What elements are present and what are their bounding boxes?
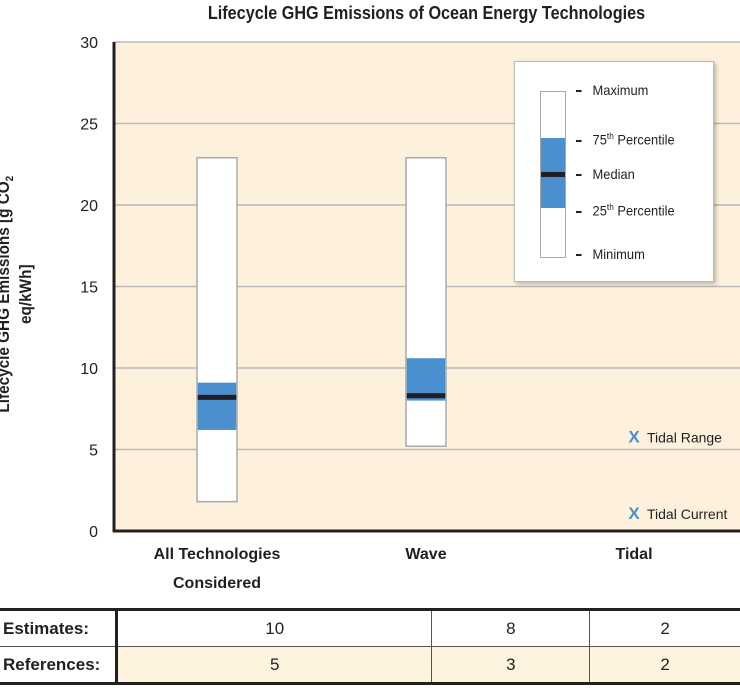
legend-item-minimum: Minimum xyxy=(576,246,645,262)
legend-item-25th: 25th Percentile xyxy=(576,202,675,219)
point-label: Tidal Range xyxy=(647,429,722,445)
y-tick-label: 10 xyxy=(80,361,98,378)
table-cell: 10 xyxy=(115,609,432,647)
table-cell: 2 xyxy=(589,646,740,684)
x-tick-label: Considered xyxy=(173,575,261,592)
row-label: Estimates: xyxy=(0,609,118,647)
y-tick-label: 15 xyxy=(80,280,98,297)
row-label: References: xyxy=(0,646,118,684)
x-tick-label: All Technologies xyxy=(154,546,281,563)
counts-table: Estimates: 10 8 2 References: 5 3 2 xyxy=(0,608,740,685)
point-marker: X xyxy=(628,427,640,446)
box-iqr xyxy=(197,382,237,430)
legend-item-75th: 75th Percentile xyxy=(576,131,675,148)
legend-median-line xyxy=(541,172,565,177)
y-tick-label: 20 xyxy=(80,198,98,215)
table-cell: 2 xyxy=(589,609,740,647)
x-tick-label: Wave xyxy=(405,546,446,563)
legend-box-sample xyxy=(540,91,566,258)
point-label: Tidal Current xyxy=(647,506,728,522)
box-range xyxy=(405,156,447,447)
y-tick-label: 5 xyxy=(89,443,98,460)
point-marker: X xyxy=(628,504,640,523)
box-range xyxy=(196,156,238,503)
x-tick-label: Tidal xyxy=(615,546,652,563)
table-cell: 3 xyxy=(431,646,590,684)
y-tick-label: 25 xyxy=(80,117,98,134)
legend: Maximum 75th Percentile Median 25th Perc… xyxy=(514,61,714,282)
box-median xyxy=(197,394,237,400)
chart-title: Lifecycle GHG Emissions of Ocean Energy … xyxy=(207,3,646,23)
table-cell: 8 xyxy=(431,609,590,647)
legend-item-maximum: Maximum xyxy=(576,82,648,98)
y-tick-label: 0 xyxy=(89,524,98,541)
y-axis-label: Lifecycle GHG Emissions [g CO2 eq/kWh] xyxy=(0,175,36,413)
table-row-estimates: Estimates: 10 8 2 xyxy=(0,609,740,647)
table-row-references: References: 5 3 2 xyxy=(0,646,740,684)
legend-item-median: Median xyxy=(576,166,635,182)
table-cell: 5 xyxy=(115,646,432,684)
y-tick-label: 30 xyxy=(80,35,98,52)
box-median xyxy=(406,393,446,399)
